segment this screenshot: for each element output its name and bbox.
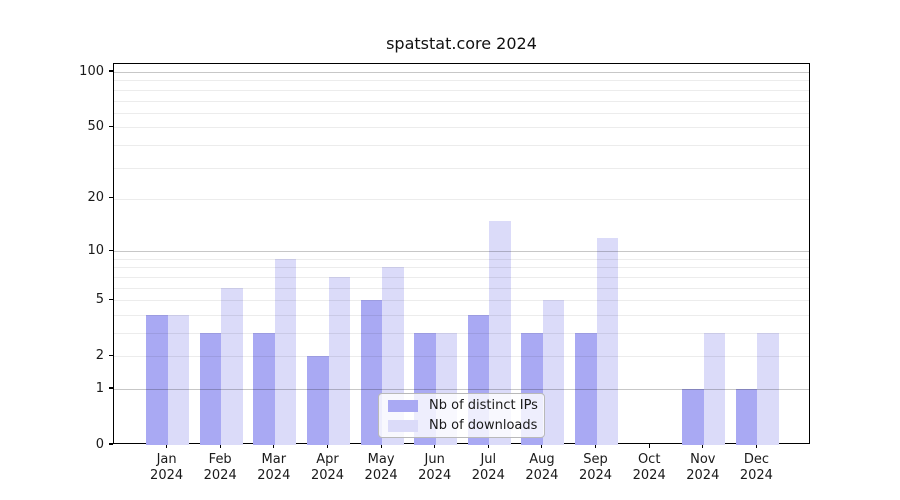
minor-gridline: [114, 356, 809, 358]
x-tick: [648, 444, 650, 448]
minor-gridline: [114, 89, 809, 91]
legend-item: Nb of distinct IPs: [388, 398, 538, 413]
minor-gridline: [114, 276, 809, 278]
x-tick-label: Dec 2024: [739, 452, 773, 483]
minor-gridline: [114, 267, 809, 269]
minor-gridline: [114, 127, 809, 129]
x-tick: [594, 444, 597, 448]
y-tick-label: 1: [95, 380, 104, 396]
bar-downloads: [542, 300, 565, 445]
x-tick: [326, 444, 329, 448]
minor-gridline: [114, 80, 809, 82]
y-tick: [109, 249, 113, 251]
x-tick-label: Nov 2024: [686, 452, 720, 483]
bar-downloads: [703, 333, 726, 445]
minor-gridline: [114, 198, 809, 200]
x-tick: [702, 444, 704, 448]
x-tick-label: Oct 2024: [632, 452, 666, 483]
major-gridline: [114, 389, 809, 390]
y-tick-label: 20: [87, 190, 104, 206]
x-tick: [755, 444, 757, 448]
plot-area: Nb of distinct IPs Nb of downloads: [113, 63, 810, 445]
legend-label: Nb of downloads: [429, 418, 538, 433]
legend-item: Nb of downloads: [388, 418, 538, 433]
x-tick: [166, 444, 168, 448]
bar-distinct-ips: [199, 333, 222, 445]
x-tick: [380, 444, 382, 448]
minor-gridline: [114, 112, 809, 114]
minor-gridline: [114, 314, 809, 316]
bar-distinct-ips: [146, 314, 168, 445]
minor-gridline: [114, 258, 809, 260]
legend-label: Nb of distinct IPs: [429, 398, 538, 413]
bar-downloads: [328, 276, 350, 445]
bar-downloads: [167, 314, 190, 445]
y-tick: [109, 125, 113, 127]
bar-downloads: [757, 333, 779, 445]
chart-title: spatstat.core 2024: [386, 34, 537, 53]
y-tick-label: 0: [95, 436, 104, 452]
bar-downloads: [221, 287, 243, 445]
bar-downloads: [596, 237, 618, 445]
y-tick: [109, 70, 113, 72]
x-tick-label: Mar 2024: [257, 452, 291, 483]
y-tick-label: 10: [87, 242, 104, 258]
legend-swatch: [388, 419, 418, 432]
legend-swatch: [388, 399, 418, 412]
bar-downloads: [489, 220, 511, 445]
y-tick-label: 5: [95, 291, 104, 307]
bar-distinct-ips: [575, 333, 597, 445]
x-tick-label: Jun 2024: [418, 452, 452, 483]
x-tick-label: Jan 2024: [150, 452, 184, 483]
minor-gridline: [114, 144, 809, 146]
y-tick: [109, 443, 113, 445]
x-tick: [273, 444, 275, 448]
y-tick: [109, 354, 113, 356]
minor-gridline: [114, 300, 809, 302]
legend: Nb of distinct IPs Nb of downloads: [378, 393, 545, 438]
y-tick-label: 100: [79, 63, 104, 79]
bar-distinct-ips: [307, 356, 329, 445]
y-tick: [109, 387, 113, 389]
x-tick-label: Aug 2024: [525, 452, 559, 483]
major-gridline: [114, 251, 809, 253]
y-tick: [109, 197, 113, 199]
bar-distinct-ips: [735, 389, 758, 445]
minor-gridline: [114, 167, 809, 169]
minor-gridline: [114, 100, 809, 102]
y-tick-label: 50: [87, 118, 104, 134]
x-tick: [487, 444, 489, 448]
y-tick-label: 2: [95, 347, 104, 363]
x-tick: [434, 444, 436, 448]
bar-distinct-ips: [682, 389, 704, 445]
x-tick-label: Feb 2024: [203, 452, 237, 483]
x-tick-label: May 2024: [364, 452, 398, 483]
bar-downloads: [274, 258, 297, 445]
x-tick: [541, 444, 543, 448]
bar-distinct-ips: [253, 333, 275, 445]
x-tick-label: Apr 2024: [310, 452, 345, 483]
major-gridline: [114, 72, 809, 73]
bar-distinct-ips: [360, 300, 383, 445]
x-tick: [219, 444, 221, 448]
y-tick: [109, 298, 113, 300]
minor-gridline: [114, 287, 809, 289]
x-tick-label: Jul 2024: [471, 452, 505, 483]
minor-gridline: [114, 333, 809, 334]
x-tick-label: Sep 2024: [578, 452, 613, 483]
